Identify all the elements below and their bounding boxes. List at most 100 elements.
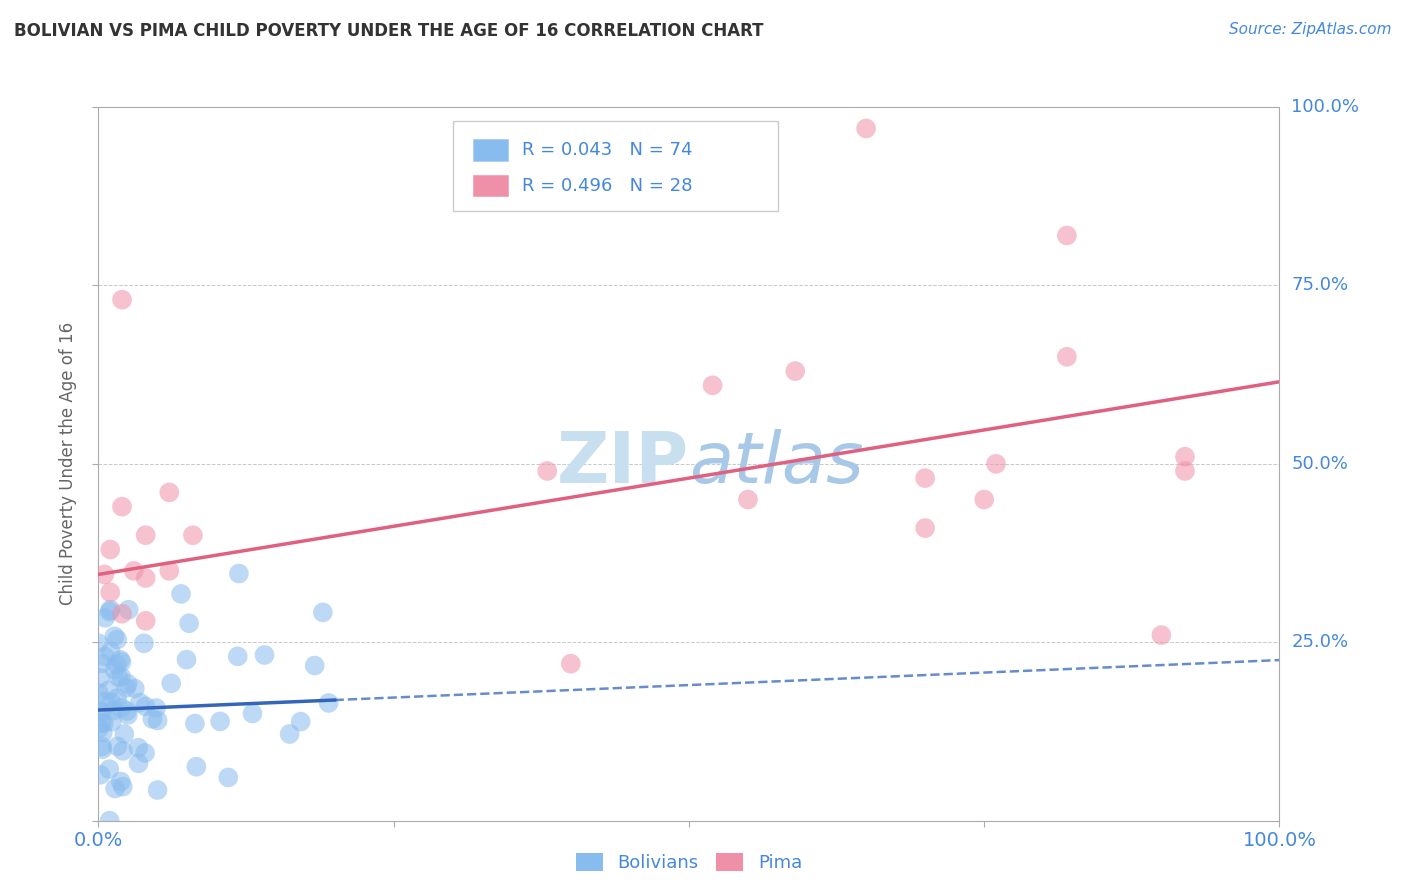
Point: [87, 686, 110, 700]
Point: [122, 564, 145, 578]
Point: [104, 781, 127, 796]
Point: [100, 695, 122, 709]
Point: [87, 636, 110, 650]
Point: [186, 760, 208, 774]
Point: [145, 701, 167, 715]
Point: [146, 714, 169, 728]
Point: [103, 663, 125, 677]
Point: [157, 485, 180, 500]
Point: [134, 699, 156, 714]
Point: [1150, 628, 1173, 642]
Point: [107, 670, 129, 684]
Point: [93, 567, 115, 582]
Point: [105, 632, 128, 647]
Point: [110, 669, 132, 683]
Point: [111, 500, 134, 514]
Point: [111, 293, 134, 307]
Point: [560, 657, 582, 671]
Point: [135, 571, 157, 585]
Point: [100, 644, 122, 658]
Point: [973, 492, 995, 507]
Point: [110, 655, 132, 669]
Point: [242, 706, 264, 721]
Point: [184, 716, 207, 731]
Point: [128, 696, 150, 710]
Text: BOLIVIAN VS PIMA CHILD POVERTY UNDER THE AGE OF 16 CORRELATION CHART: BOLIVIAN VS PIMA CHILD POVERTY UNDER THE…: [14, 22, 763, 40]
Point: [101, 714, 124, 729]
Point: [111, 780, 134, 794]
Text: 50.0%: 50.0%: [1291, 455, 1348, 473]
Point: [127, 740, 149, 755]
Point: [146, 783, 169, 797]
Text: Source: ZipAtlas.com: Source: ZipAtlas.com: [1229, 22, 1392, 37]
Point: [105, 691, 128, 706]
Point: [110, 653, 132, 667]
Point: [117, 707, 139, 722]
Point: [89, 671, 111, 685]
Point: [100, 602, 122, 616]
Point: [290, 714, 312, 729]
Point: [209, 714, 232, 729]
Point: [112, 727, 135, 741]
Point: [253, 648, 276, 662]
Point: [103, 629, 125, 643]
Point: [90, 705, 112, 719]
Point: [110, 700, 132, 714]
Point: [176, 652, 198, 666]
Point: [97, 683, 120, 698]
Point: [135, 528, 157, 542]
Bar: [472, 139, 508, 161]
Point: [737, 492, 759, 507]
Point: [318, 696, 340, 710]
Point: [91, 725, 114, 739]
Point: [93, 649, 115, 664]
Point: [702, 378, 724, 392]
Point: [181, 528, 204, 542]
Point: [90, 715, 112, 730]
Point: [94, 611, 117, 625]
Point: [110, 774, 132, 789]
Point: [111, 607, 134, 621]
Text: atlas: atlas: [689, 429, 863, 499]
Bar: [472, 175, 508, 196]
Point: [217, 771, 239, 785]
Point: [93, 716, 115, 731]
Point: [304, 658, 326, 673]
Point: [1056, 228, 1078, 243]
Point: [98, 605, 121, 619]
Y-axis label: Child Poverty Under the Age of 16: Child Poverty Under the Age of 16: [59, 322, 77, 606]
Point: [127, 756, 149, 771]
Point: [914, 471, 936, 485]
Point: [1056, 350, 1078, 364]
Text: R = 0.043   N = 74: R = 0.043 N = 74: [523, 141, 693, 159]
Point: [89, 768, 111, 782]
Point: [1174, 450, 1197, 464]
Point: [312, 606, 335, 620]
Point: [98, 542, 121, 557]
Point: [111, 744, 134, 758]
Point: [984, 457, 1007, 471]
Point: [115, 681, 138, 695]
Point: [124, 681, 146, 696]
FancyBboxPatch shape: [453, 121, 778, 211]
Point: [914, 521, 936, 535]
Point: [115, 704, 138, 718]
Point: [855, 121, 877, 136]
Point: [94, 694, 117, 708]
Point: [105, 739, 128, 754]
Point: [1174, 464, 1197, 478]
Point: [98, 814, 121, 828]
Point: [177, 616, 200, 631]
Point: [536, 464, 558, 478]
Point: [105, 657, 128, 672]
Text: 100.0%: 100.0%: [1291, 98, 1360, 116]
Point: [226, 649, 249, 664]
Text: R = 0.496   N = 28: R = 0.496 N = 28: [523, 177, 693, 194]
Text: 75.0%: 75.0%: [1291, 277, 1348, 294]
Point: [98, 762, 121, 776]
Point: [87, 722, 110, 736]
Point: [278, 727, 301, 741]
Text: 25.0%: 25.0%: [1291, 633, 1348, 651]
Point: [89, 704, 111, 718]
Point: [98, 585, 121, 599]
